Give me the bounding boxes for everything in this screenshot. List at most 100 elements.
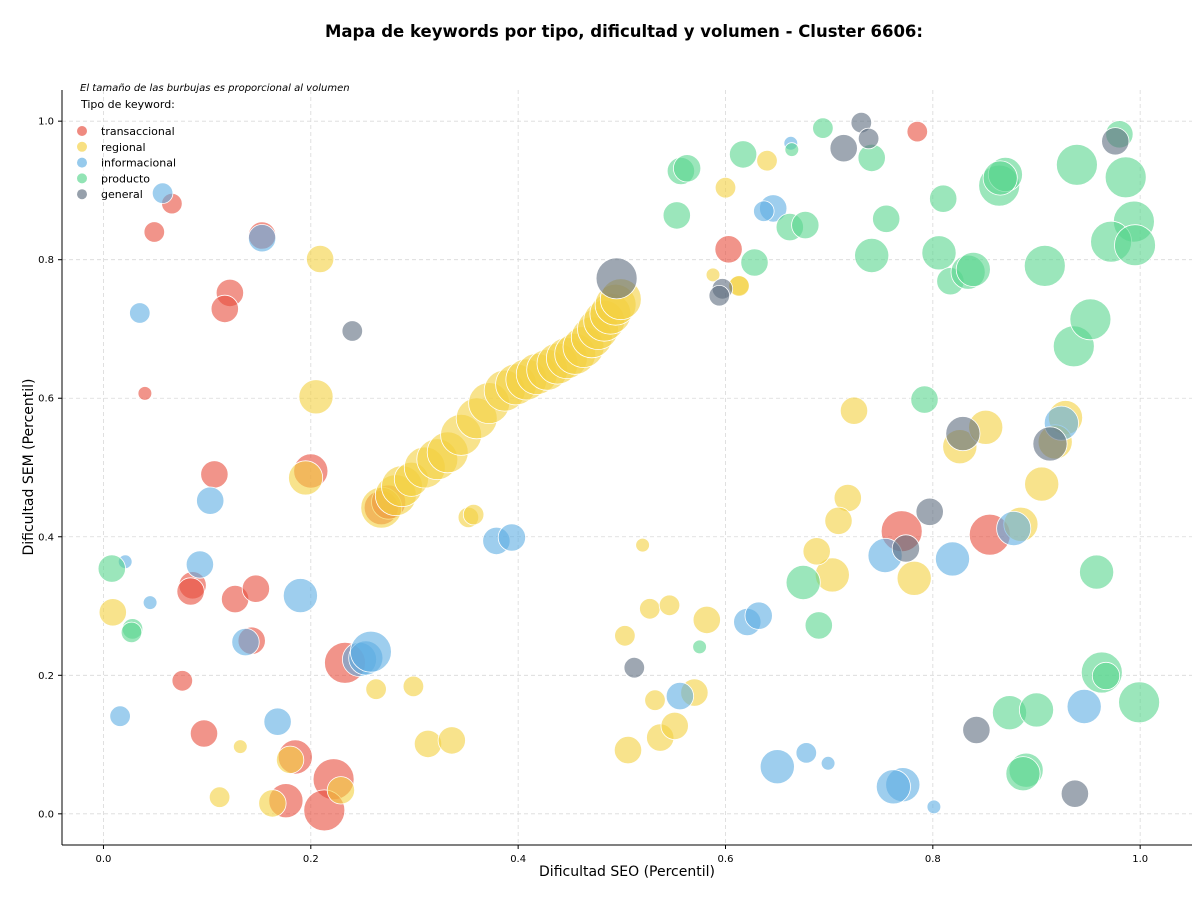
y-tick-label: 1.0 (38, 117, 54, 128)
x-tick-label: 0.8 (925, 854, 941, 865)
bubble-producto (1091, 661, 1121, 691)
bubble-transaccional (137, 386, 153, 401)
bubble-regional (839, 396, 869, 425)
bubble-informacional (926, 799, 942, 815)
bubble-regional (1024, 466, 1060, 502)
bubble-regional (802, 537, 831, 566)
bubble-general (915, 497, 944, 526)
bubble-regional (635, 537, 650, 553)
legend-label-producto: producto (101, 172, 150, 185)
bubble-general (857, 127, 880, 150)
legend-marker-regional (77, 141, 87, 152)
bubble-transaccional (176, 577, 205, 606)
bubble-regional (705, 267, 721, 283)
bubble-producto (1114, 224, 1156, 267)
series-producto (97, 117, 1160, 792)
bubble-informacional (129, 302, 151, 324)
bubble-producto (812, 117, 834, 139)
bubble-producto (872, 204, 901, 233)
bubble-regional (639, 598, 661, 620)
bubble-general (1032, 426, 1068, 462)
bubble-general (1101, 127, 1130, 156)
bubble-informacional (231, 627, 260, 657)
x-tick-label: 0.4 (510, 854, 526, 865)
y-tick-label: 0.6 (38, 394, 54, 405)
bubble-producto (791, 211, 820, 240)
bubble-producto (1079, 554, 1115, 590)
bubble-general (1060, 779, 1090, 808)
bubble-informacional (349, 630, 392, 673)
bubble-transaccional (906, 120, 929, 143)
bubble-informacional (196, 486, 225, 515)
bubble-regional (275, 745, 305, 774)
bubble-regional (896, 560, 932, 596)
bubble-regional (658, 594, 681, 617)
bubble-informacional (248, 224, 277, 253)
bubble-producto (921, 235, 957, 271)
bubble-informacional (282, 578, 318, 614)
series-informacional (109, 136, 1102, 815)
bubble-transaccional (171, 670, 194, 692)
bubble-transaccional (200, 460, 229, 489)
grid-lines (62, 90, 1192, 845)
bubble-producto (784, 142, 800, 157)
bubble-transaccional (714, 235, 743, 264)
bubble-transaccional (189, 719, 219, 748)
bubble-general (595, 257, 638, 300)
bubble-regional (756, 149, 778, 172)
bubble-producto (910, 385, 939, 414)
bubble-producto (804, 611, 833, 640)
bubble-regional (613, 735, 643, 765)
bubble-regional (644, 689, 666, 711)
legend: El tamaño de las burbujas es proporciona… (77, 83, 350, 201)
bubble-informacional (875, 769, 911, 805)
bubble-informacional (151, 182, 174, 204)
bubble-producto (982, 160, 1018, 196)
bubble-regional (365, 678, 387, 700)
bubble-producto (120, 621, 143, 644)
bubble-transaccional (210, 294, 239, 323)
bubble-general (708, 285, 731, 307)
series-general (341, 111, 1130, 808)
y-tick-label: 0.8 (38, 255, 54, 266)
bubble-regional (298, 379, 334, 415)
bubble-regional (233, 739, 248, 754)
x-tick-label: 0.2 (303, 854, 319, 865)
bubble-producto (1019, 692, 1055, 728)
y-axis-label: Dificultad SEM (Percentil) (21, 379, 37, 556)
bubble-producto (1069, 298, 1112, 341)
bubble-informacional (1066, 689, 1102, 725)
legend-label-informacional: informacional (101, 157, 176, 170)
bubble-informacional (820, 755, 836, 771)
bubble-producto (955, 251, 991, 287)
legend-label-general: general (101, 188, 143, 201)
bubble-producto (97, 554, 126, 583)
bubble-general (341, 320, 364, 342)
y-tick-label: 0.4 (38, 532, 54, 543)
y-tick-label: 0.2 (38, 671, 54, 682)
bubble-informacional (795, 742, 818, 764)
bubble-general (945, 416, 981, 452)
size-note: El tamaño de las burbujas es proporciona… (80, 83, 350, 94)
bubble-general (829, 134, 858, 163)
bubble-informacional (109, 705, 131, 727)
bubble-regional (462, 503, 485, 526)
bubble-regional (98, 598, 127, 627)
bubble-regional (326, 776, 355, 805)
bubble-regional (208, 786, 231, 808)
bubble-general (962, 715, 991, 745)
bubble-regional (437, 726, 466, 755)
bubble-informacional (185, 550, 214, 579)
bubble-regional (288, 460, 324, 496)
bubble-informacional (665, 681, 695, 711)
legend-marker-informacional (77, 157, 87, 168)
bubble-producto (1118, 681, 1160, 724)
bubble-producto (929, 184, 958, 213)
bubble-regional (413, 729, 443, 759)
bubble-regional (660, 711, 689, 741)
chart-title: Mapa de keywords por tipo, dificultad y … (325, 22, 923, 41)
bubble-informacional (744, 601, 773, 630)
bubble-informacional (497, 523, 526, 552)
legend-marker-transaccional (77, 126, 87, 136)
